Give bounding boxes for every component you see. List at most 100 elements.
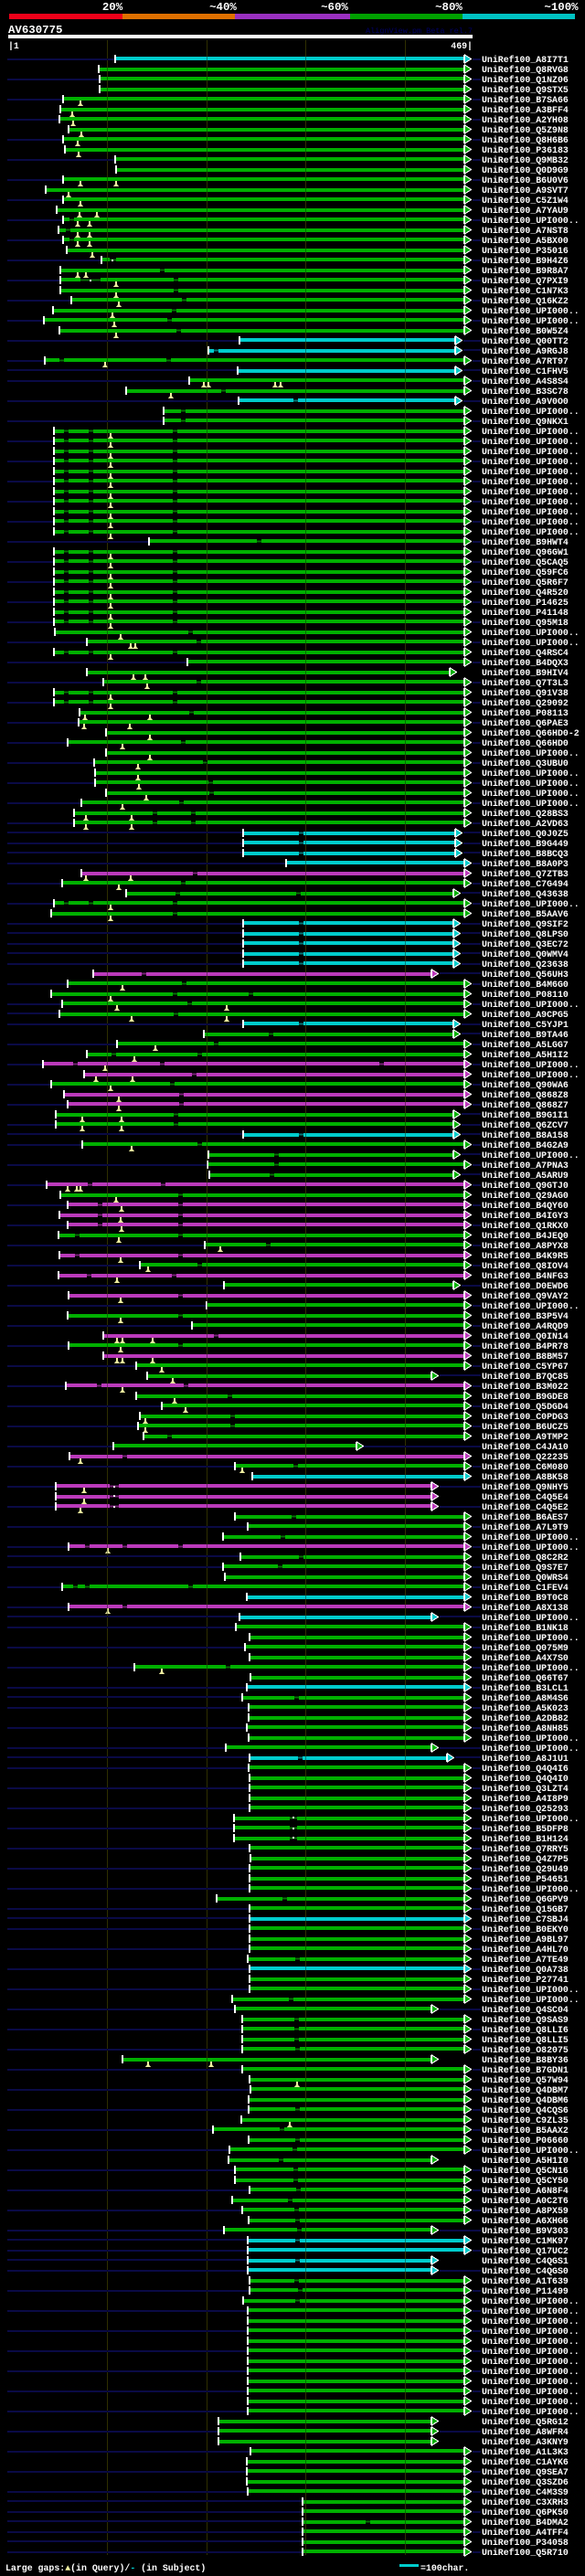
svg-text:UniRef100_Q96GW1: UniRef100_Q96GW1 (482, 547, 569, 557)
svg-text:UniRef100_UPI000..: UniRef100_UPI000.. (482, 1301, 580, 1311)
svg-text:=100char.: =100char. (420, 2563, 469, 2573)
svg-text:UniRef100_C5YJP1: UniRef100_C5YJP1 (482, 1020, 569, 1030)
svg-text:UniRef100_Q0WMV4: UniRef100_Q0WMV4 (482, 949, 569, 959)
svg-text:UniRef100_B7GDN1: UniRef100_B7GDN1 (482, 2065, 569, 2075)
svg-text:UniRef100_Q9SEA7: UniRef100_Q9SEA7 (482, 2467, 569, 2477)
svg-text:UniRef100_UPI000..: UniRef100_UPI000.. (482, 1985, 580, 1995)
svg-text:UniRef100_Q8C2R2: UniRef100_Q8C2R2 (482, 1553, 569, 1563)
svg-text:UniRef100_Q3SZD6: UniRef100_Q3SZD6 (482, 2477, 569, 2487)
svg-text:UniRef100_UPI000..: UniRef100_UPI000.. (482, 2306, 580, 2316)
svg-text:UniRef100_B8BM57: UniRef100_B8BM57 (482, 1352, 569, 1362)
svg-text:UniRef100_Q28BS3: UniRef100_Q28BS3 (482, 809, 569, 819)
svg-text:UniRef100_Q9NKX1: UniRef100_Q9NKX1 (482, 417, 569, 427)
svg-text:UniRef100_Q23638: UniRef100_Q23638 (482, 959, 569, 970)
svg-text:AlignView.pm Beta rel.7: AlignView.pm Beta rel.7 (366, 27, 473, 36)
svg-text:UniRef100_A9RGJ8: UniRef100_A9RGJ8 (482, 346, 569, 356)
svg-text:UniRef100_P35016: UniRef100_P35016 (482, 246, 569, 256)
svg-text:UniRef100_Q0D9G9: UniRef100_Q0D9G9 (482, 165, 569, 175)
svg-text:UniRef100_Q5RG12: UniRef100_Q5RG12 (482, 2417, 569, 2427)
svg-text:UniRef100_UPI000..: UniRef100_UPI000.. (482, 789, 580, 799)
svg-text:UniRef100_B4G2A9: UniRef100_B4G2A9 (482, 1140, 569, 1150)
svg-text:UniRef100_A7YAU9: UniRef100_A7YAU9 (482, 206, 569, 216)
svg-text:UniRef100_UPI000..: UniRef100_UPI000.. (482, 1884, 580, 1894)
svg-text:UniRef100_UPI000..: UniRef100_UPI000.. (482, 2407, 580, 2417)
svg-text:UniRef100_C9ZL35: UniRef100_C9ZL35 (482, 2115, 569, 2125)
svg-text:UniRef100_Q4DBM6: UniRef100_Q4DBM6 (482, 2095, 569, 2105)
svg-text:UniRef100_Q9SAS9: UniRef100_Q9SAS9 (482, 2015, 569, 2025)
svg-text:UniRef100_Q9STX5: UniRef100_Q9STX5 (482, 85, 569, 95)
svg-text:UniRef100_Q15GB7: UniRef100_Q15GB7 (482, 1904, 569, 1914)
svg-text:UniRef100_UPI000..: UniRef100_UPI000.. (482, 517, 580, 527)
svg-text:UniRef100_UPI000..: UniRef100_UPI000.. (482, 407, 580, 417)
svg-text:UniRef100_B7SA66: UniRef100_B7SA66 (482, 95, 569, 105)
svg-text:UniRef100_Q29AG0: UniRef100_Q29AG0 (482, 1191, 569, 1201)
svg-text:UniRef100_B9V303: UniRef100_B9V303 (482, 2226, 569, 2236)
svg-text:UniRef100_A4I8P9: UniRef100_A4I8P9 (482, 1794, 569, 1804)
svg-text:UniRef100_C4Q5E2: UniRef100_C4Q5E2 (482, 1502, 569, 1512)
svg-text:UniRef100_Q66HD0: UniRef100_Q66HD0 (482, 738, 569, 748)
svg-text:UniRef100_Q90WA6: UniRef100_Q90WA6 (482, 1080, 569, 1090)
svg-text:UniRef100_Q7T3L3: UniRef100_Q7T3L3 (482, 678, 569, 688)
svg-text:UniRef100_Q4R520: UniRef100_Q4R520 (482, 588, 569, 598)
svg-text:UniRef100_Q5R710: UniRef100_Q5R710 (482, 2548, 569, 2558)
svg-text:UniRef100_UPI000..: UniRef100_UPI000.. (482, 457, 580, 467)
svg-text:UniRef100_Q66T67: UniRef100_Q66T67 (482, 1673, 569, 1683)
svg-text:UniRef100_B8BCQ3: UniRef100_B8BCQ3 (482, 849, 569, 859)
svg-text:UniRef100_P08110: UniRef100_P08110 (482, 990, 569, 1000)
svg-text:UniRef100_B4PR78: UniRef100_B4PR78 (482, 1341, 569, 1352)
svg-text:UniRef100_UPI000..: UniRef100_UPI000.. (482, 1070, 580, 1080)
svg-text:UniRef100_UPI000..: UniRef100_UPI000.. (482, 1000, 580, 1010)
svg-text:~40%: ~40% (209, 1, 237, 14)
svg-text:469|: 469| (451, 41, 473, 51)
svg-text:UniRef100_C1MK97: UniRef100_C1MK97 (482, 2236, 569, 2246)
svg-text:UniRef100_UPI000..: UniRef100_UPI000.. (482, 748, 580, 758)
svg-text:UniRef100_B0W5Z4: UniRef100_B0W5Z4 (482, 326, 569, 336)
svg-text:UniRef100_B1NK18: UniRef100_B1NK18 (482, 1623, 569, 1633)
svg-text:UniRef100_A9BL97: UniRef100_A9BL97 (482, 1935, 569, 1945)
svg-text:UniRef100_A7RT97: UniRef100_A7RT97 (482, 356, 569, 366)
svg-text:UniRef100_A1L3K3: UniRef100_A1L3K3 (482, 2447, 569, 2457)
svg-text:UniRef100_UPI000..: UniRef100_UPI000.. (482, 2377, 580, 2387)
svg-text:UniRef100_Q4Z7P5: UniRef100_Q4Z7P5 (482, 1854, 569, 1864)
svg-text:UniRef100_A8M4S6: UniRef100_A8M4S6 (482, 1693, 569, 1703)
svg-text:UniRef100_UPI000..: UniRef100_UPI000.. (482, 1532, 580, 1542)
svg-text:UniRef100_C1FHV5: UniRef100_C1FHV5 (482, 366, 569, 376)
svg-text:UniRef100_Q8H6B6: UniRef100_Q8H6B6 (482, 135, 569, 145)
svg-text:UniRef100_UPI000..: UniRef100_UPI000.. (482, 1060, 580, 1070)
svg-text:UniRef100_UPI000..: UniRef100_UPI000.. (482, 1814, 580, 1824)
svg-text:UniRef100_Q43638: UniRef100_Q43638 (482, 889, 569, 899)
svg-text:UniRef100_UPI000..: UniRef100_UPI000.. (482, 638, 580, 648)
svg-text:UniRef100_Q7RRY5: UniRef100_Q7RRY5 (482, 1844, 569, 1854)
svg-text:UniRef100_UPI000..: UniRef100_UPI000.. (482, 316, 580, 326)
svg-text:AV630775: AV630775 (8, 24, 63, 37)
svg-text:UniRef100_C1AYK6: UniRef100_C1AYK6 (482, 2457, 569, 2467)
svg-text:UniRef100_A9TMP2: UniRef100_A9TMP2 (482, 1432, 569, 1442)
svg-text:UniRef100_C5Z1W4: UniRef100_C5Z1W4 (482, 196, 569, 206)
svg-text:UniRef100_Q91V38: UniRef100_Q91V38 (482, 688, 569, 698)
svg-text:UniRef100_C1FEV4: UniRef100_C1FEV4 (482, 1583, 569, 1593)
svg-text:UniRef100_UPI000..: UniRef100_UPI000.. (482, 779, 580, 789)
svg-text:UniRef100_Q8LLI6: UniRef100_Q8LLI6 (482, 2025, 569, 2035)
svg-text:UniRef100_UPI000..: UniRef100_UPI000.. (482, 1663, 580, 1673)
svg-text:UniRef100_UPI000..: UniRef100_UPI000.. (482, 467, 580, 477)
svg-text:UniRef100_UPI000..: UniRef100_UPI000.. (482, 2337, 580, 2347)
svg-text:UniRef100_UPI000..: UniRef100_UPI000.. (482, 507, 580, 517)
svg-text:UniRef100_P14625: UniRef100_P14625 (482, 598, 569, 608)
svg-text:UniRef100_B5DFP8: UniRef100_B5DFP8 (482, 1824, 569, 1834)
svg-text:UniRef100_B4M6G0: UniRef100_B4M6G0 (482, 980, 569, 990)
svg-text:UniRef100_Q0J0Z5: UniRef100_Q0J0Z5 (482, 829, 569, 839)
svg-text:UniRef100_C3XRH3: UniRef100_C3XRH3 (482, 2497, 569, 2507)
svg-text:UniRef100_C4QGS1: UniRef100_C4QGS1 (482, 2256, 569, 2266)
svg-text:UniRef100_Q8LLI5: UniRef100_Q8LLI5 (482, 2035, 569, 2045)
svg-text:UniRef100_O82075: UniRef100_O82075 (482, 2045, 569, 2055)
svg-text:UniRef100_A5H1I2: UniRef100_A5H1I2 (482, 1050, 569, 1060)
svg-text:UniRef100_UPI000..: UniRef100_UPI000.. (482, 497, 580, 507)
svg-text:UniRef100_B9G449: UniRef100_B9G449 (482, 839, 569, 849)
svg-text:UniRef100_A9V0O0: UniRef100_A9V0O0 (482, 397, 569, 407)
svg-text:UniRef100_A5H1I0: UniRef100_A5H1I0 (482, 2156, 569, 2166)
svg-text:UniRef100_UPI000..: UniRef100_UPI000.. (482, 2146, 580, 2156)
svg-text:UniRef100_A7L9T9: UniRef100_A7L9T9 (482, 1522, 569, 1532)
svg-text:UniRef100_B4IGY3: UniRef100_B4IGY3 (482, 1211, 569, 1221)
svg-text:UniRef100_A6N8F4: UniRef100_A6N8F4 (482, 2186, 569, 2196)
svg-text:UniRef100_B3P5V4: UniRef100_B3P5V4 (482, 1311, 569, 1321)
